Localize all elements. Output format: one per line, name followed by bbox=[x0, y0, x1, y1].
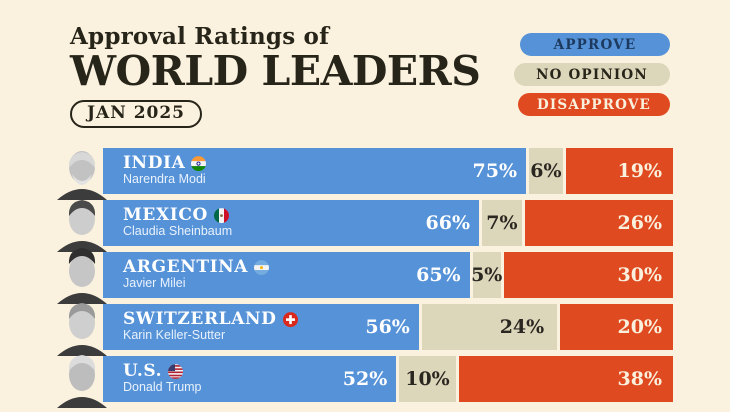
disapprove-bar-segment: 38% bbox=[458, 356, 673, 402]
disapprove-bar-segment: 30% bbox=[503, 252, 673, 298]
disapprove-percent: 20% bbox=[617, 315, 663, 338]
no-opinion-bar-segment: 6% bbox=[529, 148, 563, 194]
country-label: ARGENTINA bbox=[123, 257, 249, 278]
country-block: INDIA Narendra Modi bbox=[123, 153, 207, 187]
leader-name: Javier Milei bbox=[123, 276, 186, 291]
disapprove-percent: 26% bbox=[617, 211, 663, 234]
country-block: ARGENTINA Javier Milei bbox=[123, 257, 270, 291]
country-line: MEXICO bbox=[123, 207, 232, 224]
approve-bar-segment: ARGENTINA Javier Milei 65% bbox=[103, 252, 470, 298]
approve-percent: 56% bbox=[365, 315, 410, 338]
no-opinion-percent: 24% bbox=[499, 315, 545, 338]
disapprove-percent: 38% bbox=[617, 367, 663, 390]
approve-percent: 52% bbox=[342, 367, 388, 390]
mexico-flag bbox=[213, 208, 229, 224]
country-line: ARGENTINA bbox=[123, 257, 270, 278]
disapprove-bar-segment: 19% bbox=[565, 148, 673, 194]
karin-keller-sutter-photo bbox=[53, 296, 111, 356]
country-label: U.S. bbox=[123, 361, 163, 382]
no-opinion-percent: 6% bbox=[530, 159, 562, 182]
us-flag bbox=[168, 364, 184, 380]
javier-milei-photo bbox=[53, 244, 111, 304]
no-opinion-bar-segment: 24% bbox=[421, 304, 558, 350]
page-title: WORLD LEADERS bbox=[70, 47, 481, 96]
title-line1: Approval Ratings of bbox=[70, 23, 330, 50]
table-row: INDIA Narendra Modi 75% 6% 19% bbox=[57, 148, 673, 200]
legend-approve-pill: APPROVE bbox=[520, 33, 670, 56]
date-badge: JAN 2025 bbox=[70, 100, 203, 129]
country-line: SWITZERLAND bbox=[123, 311, 298, 328]
table-row: MEXICO Claudia Sheinbaum 66% 7% 26% bbox=[57, 200, 673, 252]
country-label: SWITZERLAND bbox=[123, 309, 277, 330]
country-label: INDIA bbox=[123, 153, 186, 174]
no-opinion-percent: 10% bbox=[405, 367, 450, 390]
country-line: INDIA bbox=[123, 153, 207, 174]
disapprove-percent: 30% bbox=[617, 263, 663, 286]
leader-name: Donald Trump bbox=[123, 380, 202, 395]
legend-no-opinion-pill: NO OPINION bbox=[514, 63, 670, 86]
switzerland-flag bbox=[282, 312, 298, 328]
leader-name: Karin Keller-Sutter bbox=[123, 328, 226, 343]
argentina-flag bbox=[254, 260, 270, 276]
approve-percent: 66% bbox=[425, 211, 471, 234]
table-row: U.S. Donald Trump 52% 10% 38% bbox=[57, 355, 673, 408]
no-opinion-bar-segment: 5% bbox=[471, 252, 503, 298]
bar-chart: INDIA Narendra Modi 75% 6% 19% MEXICO Claudia … bbox=[57, 148, 673, 408]
india-flag bbox=[191, 156, 207, 172]
country-block: SWITZERLAND Karin Keller-Sutter bbox=[123, 311, 298, 343]
approve-bar-segment: SWITZERLAND Karin Keller-Sutter 56% bbox=[103, 304, 419, 350]
claudia-sheinbaum-photo bbox=[53, 192, 111, 252]
disapprove-percent: 19% bbox=[617, 159, 663, 182]
legend: APPROVE NO OPINION DISAPPROVE bbox=[514, 33, 670, 116]
country-block: U.S. Donald Trump bbox=[123, 363, 202, 395]
narendra-modi-photo bbox=[53, 140, 111, 200]
approve-bar-segment: MEXICO Claudia Sheinbaum 66% bbox=[103, 200, 479, 246]
approve-percent: 75% bbox=[472, 159, 518, 182]
table-row: SWITZERLAND Karin Keller-Sutter 56% 24% 20% bbox=[57, 303, 673, 356]
no-opinion-bar-segment: 7% bbox=[482, 200, 522, 246]
country-block: MEXICO Claudia Sheinbaum bbox=[123, 207, 232, 239]
table-row: ARGENTINA Javier Milei 65% 5% 30% bbox=[57, 248, 673, 304]
approve-bar-segment: U.S. Donald Trump 52% bbox=[103, 356, 397, 402]
disapprove-bar-segment: 26% bbox=[524, 200, 673, 246]
disapprove-bar-segment: 20% bbox=[560, 304, 673, 350]
title-block: Approval Ratings of WORLD LEADERS JAN 20… bbox=[70, 23, 481, 129]
leader-name: Claudia Sheinbaum bbox=[123, 224, 233, 239]
donald-trump-photo bbox=[53, 348, 111, 408]
legend-disapprove-pill: DISAPPROVE bbox=[518, 93, 670, 116]
no-opinion-percent: 7% bbox=[486, 211, 518, 234]
approve-bar-segment: INDIA Narendra Modi 75% bbox=[103, 148, 526, 194]
no-opinion-bar-segment: 10% bbox=[399, 356, 456, 402]
country-line: U.S. bbox=[123, 363, 202, 380]
country-label: MEXICO bbox=[123, 205, 208, 226]
approve-percent: 65% bbox=[416, 263, 461, 286]
no-opinion-percent: 5% bbox=[471, 263, 503, 286]
leader-name: Narendra Modi bbox=[123, 172, 206, 187]
